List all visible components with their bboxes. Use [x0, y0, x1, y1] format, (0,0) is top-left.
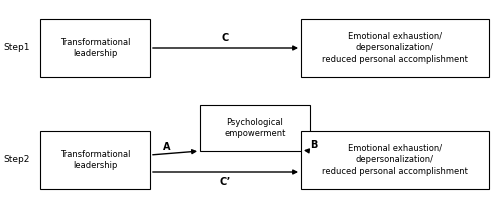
Text: Transformational
leadership: Transformational leadership [60, 38, 130, 58]
Text: Step2: Step2 [3, 155, 30, 164]
Text: B: B [310, 139, 317, 149]
Text: Emotional exhaustion/
depersonalization/
reduced personal accomplishment: Emotional exhaustion/ depersonalization/… [322, 32, 468, 64]
Bar [40, 19, 150, 77]
Bar [40, 131, 150, 189]
Text: Psychological
empowerment: Psychological empowerment [224, 118, 286, 138]
Text: Transformational
leadership: Transformational leadership [60, 150, 130, 170]
Bar [200, 105, 310, 151]
Bar [301, 131, 489, 189]
Bar [301, 19, 489, 77]
Text: A: A [163, 142, 171, 152]
Text: Emotional exhaustion/
depersonalization/
reduced personal accomplishment: Emotional exhaustion/ depersonalization/… [322, 144, 468, 176]
Text: C’: C’ [220, 177, 231, 187]
Text: C: C [222, 33, 229, 43]
Text: Step1: Step1 [3, 43, 30, 52]
